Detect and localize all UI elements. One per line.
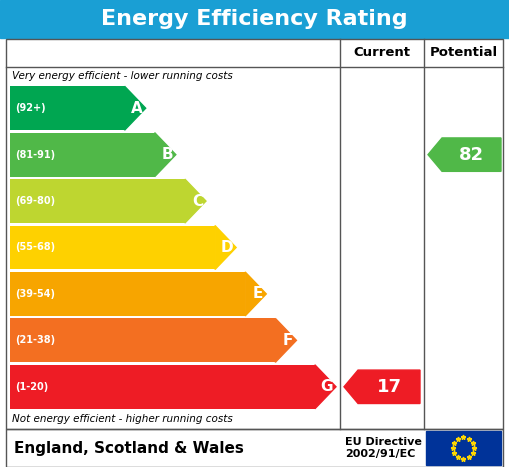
Text: Not energy efficient - higher running costs: Not energy efficient - higher running co… xyxy=(12,414,233,424)
Polygon shape xyxy=(215,226,236,269)
Bar xyxy=(10,226,215,269)
Bar xyxy=(10,272,245,316)
Text: E: E xyxy=(253,286,263,301)
Text: (55-68): (55-68) xyxy=(15,242,55,253)
Bar xyxy=(6,39,503,429)
Text: Very energy efficient - lower running costs: Very energy efficient - lower running co… xyxy=(12,71,233,81)
Text: C: C xyxy=(192,193,203,209)
Polygon shape xyxy=(315,365,336,409)
Bar xyxy=(426,431,501,465)
Bar xyxy=(10,133,155,177)
Bar xyxy=(0,0,509,38)
Text: (21-38): (21-38) xyxy=(15,335,55,346)
Text: F: F xyxy=(283,333,293,348)
Bar xyxy=(10,318,275,362)
Bar xyxy=(6,429,503,467)
Text: (81-91): (81-91) xyxy=(15,149,55,160)
Bar xyxy=(10,365,315,409)
Polygon shape xyxy=(275,318,296,362)
Text: A: A xyxy=(131,101,143,116)
Polygon shape xyxy=(155,133,176,177)
Bar xyxy=(10,179,185,223)
Text: 82: 82 xyxy=(459,146,484,163)
Polygon shape xyxy=(344,370,420,403)
Text: B: B xyxy=(161,147,173,162)
Polygon shape xyxy=(125,86,146,130)
Text: (39-54): (39-54) xyxy=(15,289,55,299)
Text: 2002/91/EC: 2002/91/EC xyxy=(345,449,415,459)
Text: 17: 17 xyxy=(377,378,402,396)
Text: Energy Efficiency Rating: Energy Efficiency Rating xyxy=(101,9,408,29)
Text: G: G xyxy=(321,379,333,394)
Text: D: D xyxy=(220,240,233,255)
Text: Current: Current xyxy=(353,47,410,59)
Text: (1-20): (1-20) xyxy=(15,382,48,392)
Text: EU Directive: EU Directive xyxy=(345,437,422,447)
Polygon shape xyxy=(185,179,206,223)
Text: (92+): (92+) xyxy=(15,103,46,113)
Text: England, Scotland & Wales: England, Scotland & Wales xyxy=(14,440,244,455)
Polygon shape xyxy=(245,272,266,316)
Bar xyxy=(10,86,125,130)
Text: Potential: Potential xyxy=(430,47,498,59)
Text: (69-80): (69-80) xyxy=(15,196,55,206)
Polygon shape xyxy=(428,138,501,171)
